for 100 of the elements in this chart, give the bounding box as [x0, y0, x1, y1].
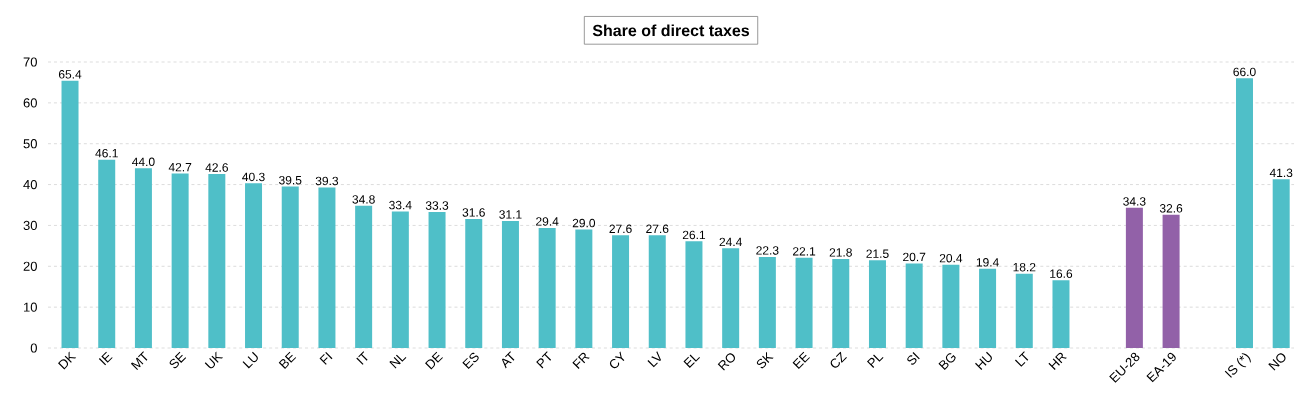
bar — [1052, 280, 1070, 348]
bar — [758, 256, 776, 348]
bar — [685, 241, 703, 348]
bar — [134, 168, 152, 348]
y-tick-label: 70 — [23, 57, 37, 67]
x-tick-label: EL — [683, 354, 700, 368]
x-tick-label: CY — [609, 351, 625, 369]
data-label: 41.3 — [1269, 168, 1293, 178]
data-label: 22.1 — [793, 247, 816, 256]
data-label: 16.6 — [1050, 269, 1073, 278]
x-tick-label: DK — [58, 351, 77, 370]
x-tick-label: HR — [1048, 352, 1067, 370]
data-label: 34.8 — [352, 195, 375, 204]
x-tick-label: EE — [792, 351, 810, 369]
data-label: 21.5 — [866, 249, 889, 258]
data-label: 26.1 — [682, 230, 706, 240]
bar — [832, 258, 850, 348]
x-tick-label: NL — [389, 354, 407, 369]
data-label: 19.4 — [976, 258, 999, 267]
x-tick-label: PL — [866, 354, 884, 368]
y-tick-label: 20 — [23, 261, 37, 271]
x-tick-label: MT — [130, 351, 148, 370]
data-label: 42.7 — [168, 162, 192, 172]
bar — [722, 248, 740, 348]
x-tick-label: CZ — [830, 351, 847, 368]
bar — [1125, 207, 1143, 348]
bar — [575, 229, 593, 348]
bar — [281, 186, 299, 348]
bar — [795, 257, 813, 348]
x-tick-label: LU — [242, 351, 258, 369]
data-label: 27.6 — [609, 224, 632, 234]
x-tick-label: FR — [572, 352, 590, 369]
x-tick-label: SE — [169, 351, 187, 369]
x-tick-label: SI — [907, 352, 920, 365]
bar — [465, 218, 483, 348]
data-label: 46.1 — [95, 148, 118, 158]
bar — [391, 211, 409, 348]
data-label: 29.0 — [572, 218, 596, 228]
bar — [245, 183, 263, 348]
bar — [355, 205, 373, 348]
y-tick-label: 60 — [23, 98, 37, 108]
y-tick-label: 10 — [23, 302, 37, 312]
x-tick-label: IE — [98, 351, 113, 366]
data-label: 20.4 — [939, 253, 963, 263]
data-label: 66.0 — [1233, 67, 1256, 77]
bar — [612, 235, 630, 348]
data-label: 32.6 — [1159, 204, 1183, 213]
x-tick-label: HU — [975, 351, 992, 370]
bar — [1162, 214, 1180, 348]
data-label: 21.8 — [829, 248, 852, 257]
data-label: 31.6 — [462, 208, 485, 217]
bar — [208, 173, 226, 348]
data-label: 39.3 — [315, 176, 339, 186]
y-tick-label: 50 — [23, 139, 37, 149]
data-label: 40.3 — [242, 172, 265, 182]
x-tick-label: ES — [462, 352, 479, 370]
data-label: 33.4 — [389, 200, 412, 210]
data-label: 29.4 — [536, 217, 559, 226]
y-tick-label: 40 — [23, 179, 37, 190]
x-tick-label: IS (*) — [1224, 353, 1251, 378]
data-label: 27.6 — [646, 224, 669, 234]
data-label: 22.3 — [756, 246, 779, 255]
bar — [501, 220, 519, 348]
x-tick-label: LV — [647, 351, 661, 368]
x-tick-label: FI — [319, 351, 333, 365]
data-label: 31.1 — [499, 210, 522, 219]
x-tick-label: RO — [717, 353, 736, 371]
chart-title: Share of direct taxes — [592, 24, 750, 37]
bar — [868, 260, 886, 348]
x-tick-label: NO — [1268, 353, 1286, 371]
x-tick-label: BG — [938, 353, 956, 371]
data-label: 24.4 — [719, 237, 742, 247]
y-tick-label: 30 — [23, 220, 37, 231]
x-tick-label: IT — [356, 351, 368, 365]
data-label: 20.7 — [903, 252, 926, 262]
bar — [1272, 179, 1290, 348]
data-label: 18.2 — [1013, 262, 1036, 272]
bar — [905, 263, 923, 348]
bar — [171, 173, 189, 348]
data-label: 42.6 — [205, 163, 228, 172]
x-tick-label: SK — [756, 351, 774, 369]
bar — [648, 235, 666, 348]
x-tick-label: UK — [204, 351, 224, 369]
data-label: 65.4 — [58, 70, 82, 79]
bar — [979, 268, 997, 348]
data-label: 34.3 — [1123, 197, 1146, 206]
data-label: 44.0 — [132, 157, 155, 167]
data-label: 39.5 — [279, 175, 302, 185]
bar — [428, 211, 446, 348]
x-tick-label: BE — [278, 351, 297, 369]
x-tick-label: PT — [536, 351, 552, 369]
bar — [318, 187, 336, 348]
bar — [61, 80, 79, 348]
bar — [1235, 78, 1253, 348]
x-tick-label: DE — [425, 351, 443, 370]
x-tick-label: AT — [501, 351, 515, 369]
bar — [538, 227, 556, 348]
bar — [1015, 273, 1033, 348]
data-label: 33.3 — [425, 201, 449, 210]
bar — [942, 264, 960, 348]
